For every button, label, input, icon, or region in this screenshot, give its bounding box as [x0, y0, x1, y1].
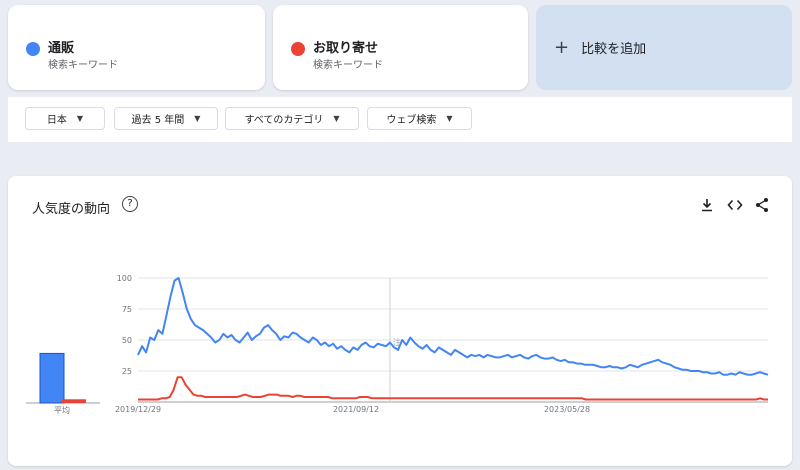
- add-compare-label: 比較を追加: [581, 42, 647, 57]
- period-dropdown[interactable]: 過去 5 年間 ▼: [114, 107, 218, 130]
- term-1-type: 検索キーワード: [48, 60, 118, 71]
- plus-icon: +: [554, 37, 570, 58]
- region-dropdown[interactable]: 日本 ▼: [25, 107, 105, 130]
- help-icon[interactable]: ?: [122, 196, 138, 212]
- add-compare-button[interactable]: + 比較を追加: [536, 5, 792, 90]
- y-tick-label: 100: [117, 274, 132, 283]
- y-tick-label: 75: [122, 305, 132, 314]
- caret-down-icon: ▼: [194, 114, 201, 123]
- caret-down-icon: ▼: [333, 114, 340, 123]
- note-marker-label: 注: [393, 337, 401, 347]
- average-bar-1: [39, 352, 65, 404]
- term-2-type: 検索キーワード: [313, 60, 383, 71]
- term-2-name[interactable]: お取り寄せ: [313, 41, 379, 56]
- term-card-1[interactable]: 通販 検索キーワード: [8, 5, 265, 90]
- x-tick-label: 2023/05/28: [544, 405, 590, 414]
- caret-down-icon: ▼: [446, 114, 453, 123]
- filter-bar: 日本 ▼ 過去 5 年間 ▼ すべてのカテゴリ ▼ ウェブ検索 ▼: [8, 97, 792, 142]
- average-bar-2: [62, 399, 86, 403]
- x-tick-label: 2021/09/12: [333, 405, 379, 414]
- category-dropdown[interactable]: すべてのカテゴリ ▼: [225, 107, 359, 130]
- caret-down-icon: ▼: [76, 114, 84, 123]
- interest-over-time-panel: 人気度の動向 ?: [8, 176, 792, 466]
- series-line-2: [138, 376, 768, 401]
- series-line-1: [137, 277, 769, 376]
- term-card-2[interactable]: お取り寄せ 検索キーワード: [273, 5, 528, 90]
- embed-code-icon[interactable]: [727, 198, 743, 212]
- panel-title: 人気度の動向: [32, 202, 111, 217]
- share-icon[interactable]: [755, 197, 769, 213]
- average-label: 平均: [54, 405, 70, 415]
- term-1-name[interactable]: 通販: [48, 41, 75, 56]
- period-value: 過去 5 年間: [131, 115, 185, 126]
- download-icon[interactable]: [700, 198, 714, 212]
- search-type-value: ウェブ検索: [386, 115, 437, 126]
- y-tick-label: 50: [122, 336, 132, 345]
- search-type-dropdown[interactable]: ウェブ検索 ▼: [367, 107, 472, 130]
- term-2-color-dot: [291, 42, 305, 56]
- category-value: すべてのカテゴリ: [244, 115, 324, 126]
- x-tick-label: 2019/12/29: [115, 405, 161, 414]
- y-tick-label: 25: [122, 367, 132, 376]
- term-1-color-dot: [26, 42, 40, 56]
- region-value: 日本: [46, 115, 67, 126]
